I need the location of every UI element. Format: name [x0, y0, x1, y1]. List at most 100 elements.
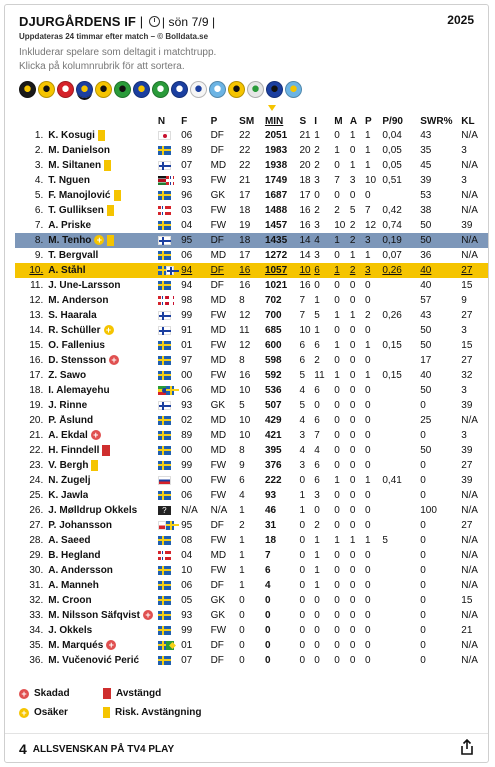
table-row[interactable]: 11. J. Une-Larsson 94 DF 16 1021 16 0 0 0 0 40 15 — [15, 278, 488, 293]
table-row[interactable]: 25. K. Jawla 06 FW 4 93 1 3 0 0 0 0 N/A — [15, 488, 488, 503]
col-n[interactable]: N — [157, 115, 166, 127]
table-row[interactable]: 10. A. Ståhl 94 DF 16 1057 10 6 1 2 3 0,26 40 27 — [15, 263, 488, 278]
player-name[interactable]: S. Haarala — [46, 308, 156, 323]
col-a[interactable]: A — [349, 115, 358, 127]
table-row[interactable]: 36. M. Vučenović Perić 07 DF 0 0 0 0 0 0 0 0 N/A — [15, 653, 488, 668]
table-row[interactable]: 12. M. Anderson 98 MD 8 702 7 1 0 0 0 57 9 — [15, 293, 488, 308]
table-row[interactable]: 34. J. Okkels 99 FW 0 0 0 0 0 0 0 0 21 — [15, 623, 488, 638]
table-row[interactable]: 3. M. Siltanen 07 MD 22 1938 20 2 0 1 1 0,05 45 N/A — [15, 158, 488, 173]
player-name[interactable]: M. Vučenović Perić — [46, 653, 156, 668]
player-name[interactable]: T. Gulliksen — [46, 203, 156, 218]
player-name[interactable]: M. Siltanen — [46, 158, 156, 173]
table-row[interactable]: 6. T. Gulliksen 03 FW 18 1488 16 2 2 5 7 0,42 38 N/A — [15, 203, 488, 218]
player-name[interactable]: A. Priske — [46, 218, 156, 233]
tv4-play-link[interactable]: 4 ALLSVENSKAN PÅ TV4 PLAY — [19, 741, 174, 757]
table-row[interactable]: 22. H. Finndell 00 MD 8 395 4 4 0 0 0 50 39 — [15, 443, 488, 458]
player-name[interactable]: Z. Sawo — [46, 368, 156, 383]
player-name[interactable]: M. Croon — [46, 593, 156, 608]
player-name[interactable]: N. Žugelj — [46, 473, 156, 488]
osters-logo[interactable] — [247, 81, 264, 98]
sirius-logo[interactable] — [266, 81, 283, 98]
aik-logo[interactable] — [19, 81, 36, 98]
col-p[interactable]: P — [210, 115, 218, 127]
bk-hacken-logo[interactable] — [38, 81, 55, 98]
col-i[interactable]: I — [314, 115, 318, 127]
table-row[interactable]: 32. M. Croon 05 GK 0 0 0 0 0 0 0 0 15 — [15, 593, 488, 608]
player-name[interactable]: H. Finndell — [46, 443, 156, 458]
table-row[interactable]: 4. T. Nguen 93 FW 21 1749 18 3 7 3 10 0,51 39 3 — [15, 173, 488, 188]
halmstad-logo[interactable] — [133, 81, 150, 98]
col-m[interactable]: M — [334, 115, 343, 127]
table-row[interactable]: 16. D. Stensson +97 MD 8 598 6 2 0 0 0 17 27 — [15, 353, 488, 368]
table-row[interactable]: 18. I. Alemayehu 06 MD 10 536 4 6 0 0 0 50 3 — [15, 383, 488, 398]
ifk-norrkoping-logo[interactable] — [190, 81, 207, 98]
player-name[interactable]: P. Johansson — [46, 518, 156, 533]
elfsborg-logo[interactable] — [95, 81, 112, 98]
player-name[interactable]: J. Rinne — [46, 398, 156, 413]
player-name[interactable]: V. Bergh — [46, 458, 156, 473]
table-row[interactable]: 9. T. Bergvall 06 MD 17 1272 14 3 0 1 1 0,07 36 N/A — [15, 248, 488, 263]
table-row[interactable]: 31. A. Manneh 06 DF 1 4 0 1 0 0 0 0 N/A — [15, 578, 488, 593]
table-row[interactable]: 33. M. Nilsson Säfqvist +93 GK 0 0 0 0 0 0 0 0 N/A — [15, 608, 488, 623]
varnamo-logo[interactable] — [285, 81, 302, 98]
col-kl[interactable]: KL — [461, 115, 475, 127]
player-name[interactable]: M. Danielson — [46, 143, 156, 158]
player-name[interactable]: M. Marqués + — [46, 638, 156, 653]
player-name[interactable]: K. Kosugi — [46, 128, 156, 143]
table-row[interactable]: 29. B. Hegland 04 MD 1 7 0 1 0 0 0 0 N/A — [15, 548, 488, 563]
player-name[interactable]: T. Nguen — [46, 173, 156, 188]
player-name[interactable]: M. Tenho + — [46, 233, 156, 248]
table-row[interactable]: 23. V. Bergh 99 FW 9 376 3 6 0 0 0 0 27 — [15, 458, 488, 473]
table-row[interactable]: 7. A. Priske 04 FW 19 1457 16 3 10 2 12 0,74 50 39 — [15, 218, 488, 233]
table-row[interactable]: 21. A. Ekdal +89 MD 10 421 3 7 0 0 0 0 3 — [15, 428, 488, 443]
player-name[interactable]: T. Bergvall — [46, 248, 156, 263]
player-name[interactable]: A. Ekdal + — [46, 428, 156, 443]
table-row[interactable]: 8. M. Tenho +95 DF 18 1435 14 4 1 2 3 0,19 50 N/A — [15, 233, 488, 248]
malmo-logo[interactable] — [209, 81, 226, 98]
player-name[interactable]: A. Saeed — [46, 533, 156, 548]
table-row[interactable]: 17. Z. Sawo 00 FW 16 592 5 11 1 0 1 0,15 40 32 — [15, 368, 488, 383]
col-sm[interactable]: SM — [239, 115, 255, 127]
table-row[interactable]: 5. F. Manojlović 96 GK 17 1687 17 0 0 0 0 53 N/A — [15, 188, 488, 203]
player-name[interactable]: J. Une-Larsson — [46, 278, 156, 293]
table-row[interactable]: 28. A. Saeed 08 FW 1 18 0 1 1 1 1 5 0 N/A — [15, 533, 488, 548]
player-name[interactable]: R. Schüller + — [46, 323, 156, 338]
col-min[interactable]: MIN — [264, 115, 284, 127]
player-name[interactable]: M. Nilsson Säfqvist + — [46, 608, 156, 623]
table-row[interactable]: 19. J. Rinne 93 GK 5 507 5 0 0 0 0 0 39 — [15, 398, 488, 413]
player-name[interactable]: A. Andersson — [46, 563, 156, 578]
table-row[interactable]: 15. O. Fallenius 01 FW 12 600 6 6 1 0 1 0,15 50 15 — [15, 338, 488, 353]
table-row[interactable]: 30. A. Andersson 10 FW 1 6 0 1 0 0 0 0 N/A — [15, 563, 488, 578]
season-selector[interactable]: 2025 — [447, 13, 474, 27]
player-name[interactable]: K. Jawla — [46, 488, 156, 503]
player-name[interactable]: A. Ståhl — [46, 263, 156, 278]
djurgarden-logo[interactable] — [76, 81, 93, 98]
player-name[interactable]: D. Stensson + — [46, 353, 156, 368]
col-points[interactable]: P — [364, 115, 372, 127]
player-name[interactable]: O. Fallenius — [46, 338, 156, 353]
player-name[interactable]: J. Okkels — [46, 623, 156, 638]
player-name[interactable]: B. Hegland — [46, 548, 156, 563]
table-row[interactable]: 27. P. Johansson 95 DF 2 31 0 2 0 0 0 0 27 — [15, 518, 488, 533]
table-row[interactable]: 13. S. Haarala 99 FW 12 700 7 5 1 1 2 0,26 43 27 — [15, 308, 488, 323]
player-name[interactable]: P. Åslund — [46, 413, 156, 428]
col-s[interactable]: S — [299, 115, 307, 127]
table-row[interactable]: 14. R. Schüller +91 MD 11 685 10 1 0 0 0 50 3 — [15, 323, 488, 338]
share-icon[interactable] — [460, 739, 474, 755]
player-name[interactable]: F. Manojlović — [46, 188, 156, 203]
table-row[interactable]: 26. J. Mølldrup Okkels? N/A N/A 1 46 1 0 0 0 0 100 N… — [15, 503, 488, 518]
hammarby-logo[interactable] — [152, 81, 169, 98]
table-row[interactable]: 1. K. Kosugi 06 DF 22 2051 21 1 0 1 1 0,04 43 N/A — [15, 128, 488, 143]
col-swr[interactable]: SWR% — [420, 115, 453, 127]
table-row[interactable]: 20. P. Åslund 02 MD 10 429 4 6 0 0 0 25 N/A — [15, 413, 488, 428]
table-row[interactable]: 2. M. Danielson 89 DF 22 1983 20 2 1 0 1 0,05 35 3 — [15, 143, 488, 158]
ifk-goteborg-logo[interactable] — [171, 81, 188, 98]
player-name[interactable]: M. Anderson — [46, 293, 156, 308]
col-p90[interactable]: P/90 — [382, 115, 403, 127]
player-name[interactable]: A. Manneh — [46, 578, 156, 593]
degerfors-logo[interactable] — [57, 81, 74, 98]
col-f[interactable]: F — [181, 115, 188, 127]
player-name[interactable]: J. Mølldrup Okkels — [46, 503, 156, 518]
table-row[interactable]: 35. M. Marqués +01 DF 0 0 0 0 0 0 0 0 N/A — [15, 638, 488, 653]
table-row[interactable]: 24. N. Žugelj 00 FW 6 222 0 6 1 0 1 0,41 0 39 — [15, 473, 488, 488]
